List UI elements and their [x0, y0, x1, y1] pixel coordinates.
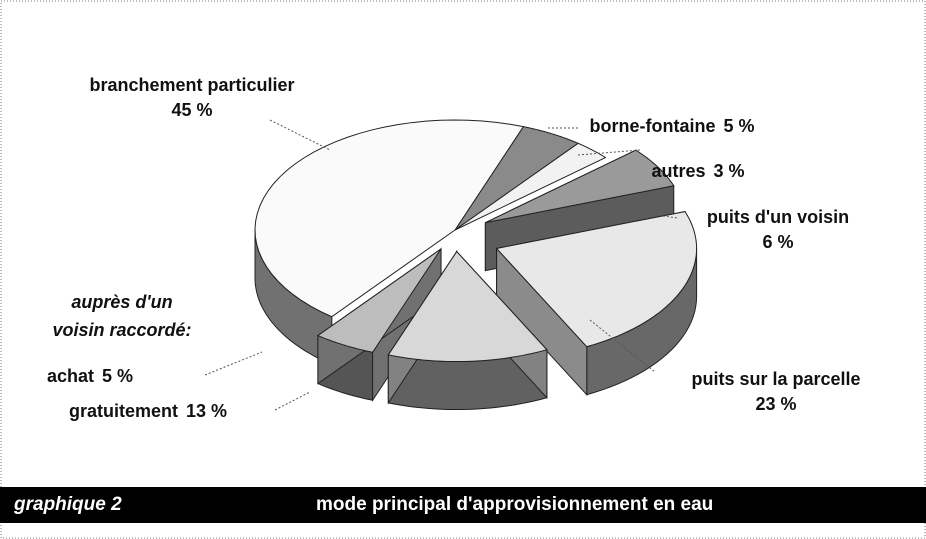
group-label-line: voisin raccordé:	[52, 320, 191, 340]
slice-label-name: borne-fontaine	[589, 116, 715, 136]
slice-label: autres 3 %	[651, 161, 744, 181]
slice-label: achat 5 %	[47, 366, 133, 386]
slice	[454, 142, 607, 231]
footer-bar	[0, 487, 926, 523]
slice	[254, 119, 525, 318]
pie	[254, 119, 698, 411]
value-label: 5 %	[723, 116, 754, 136]
slice-label-name: achat	[47, 366, 94, 386]
slice-label-name: gratuitement	[69, 401, 178, 421]
slice-label: branchement particulier	[89, 75, 294, 95]
value-label: 13 %	[186, 401, 227, 421]
slice	[454, 126, 580, 231]
value-label: 3 %	[714, 161, 745, 181]
slice	[495, 211, 698, 348]
group-label: auprès d'un voisin raccordé:	[52, 292, 191, 340]
labels: borne-fontaine 5 % autres 3 % puits d'un voi…	[47, 75, 861, 421]
leader-line	[269, 119, 331, 151]
leader-line	[274, 391, 311, 411]
value-label: 6 %	[762, 232, 793, 252]
value-label: 5 %	[102, 366, 133, 386]
slice-label: puits d'un voisin	[707, 207, 849, 227]
slice	[316, 248, 442, 353]
slice-label: gratuitement 13 %	[69, 401, 227, 421]
chart-title: mode principal d'approvisionnement en ea…	[316, 494, 713, 515]
group-label-line: auprès d'un	[71, 292, 172, 312]
slice-label: borne-fontaine 5 %	[589, 116, 754, 136]
value-label: 45 %	[171, 100, 212, 120]
slice-label: puits sur la parcelle	[691, 369, 860, 389]
value-label: 23 %	[755, 394, 796, 414]
slice-label-name: autres	[651, 161, 705, 181]
leader-line	[589, 319, 656, 373]
slice	[387, 250, 548, 363]
slice	[485, 149, 675, 224]
chart-number: graphique 2	[13, 494, 122, 515]
